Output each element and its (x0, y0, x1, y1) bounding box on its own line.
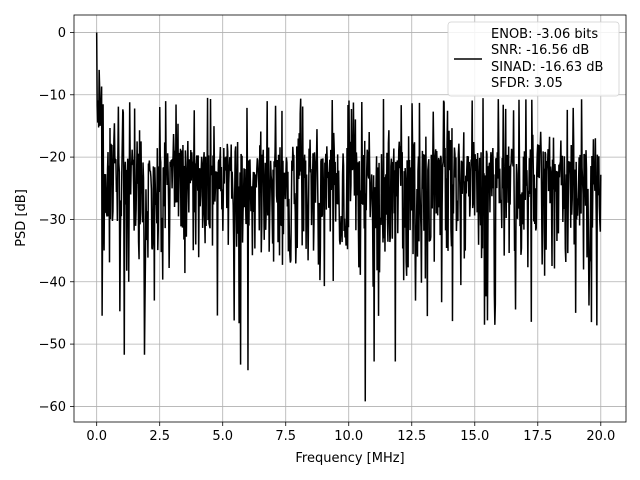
legend-line-sfdr: SFDR: 3.05 (491, 76, 563, 91)
psd-series-line (95, 32, 602, 402)
y-axis-ticks: 0 −10 −20 −30 −40 −50 −60 (39, 26, 74, 415)
y-tick-label: −40 (39, 275, 66, 290)
x-axis-label: Frequency [MHz] (295, 451, 404, 466)
y-axis-label: PSD [dB] (14, 189, 29, 247)
x-tick-label: 2.5 (149, 429, 170, 444)
y-tick-label: −10 (39, 88, 66, 103)
x-tick-label: 10.0 (334, 429, 363, 444)
x-tick-label: 12.5 (397, 429, 426, 444)
x-tick-label: 20.0 (586, 429, 615, 444)
x-tick-label: 5.0 (212, 429, 233, 444)
y-tick-label: −30 (39, 213, 66, 228)
plot-frame (73, 14, 627, 423)
legend-box (447, 21, 620, 97)
y-tick-label: −20 (39, 151, 66, 166)
x-tick-label: 17.5 (523, 429, 552, 444)
y-tick-label: 0 (58, 26, 66, 41)
x-tick-label: 7.5 (275, 429, 296, 444)
x-tick-label: 0.0 (86, 429, 107, 444)
legend: ENOB: -3.06 bits SNR: -16.56 dB SINAD: -… (447, 21, 620, 97)
y-tick-label: −50 (39, 338, 66, 353)
legend-line-snr: SNR: -16.56 dB (491, 43, 589, 58)
y-tick-label: −60 (39, 400, 66, 415)
legend-line-enob: ENOB: -3.06 bits (491, 27, 598, 42)
series-layer (95, 32, 602, 402)
x-axis-ticks: 0.0 2.5 5.0 7.5 10.0 12.5 15.0 17.5 20.0 (86, 422, 615, 444)
legend-line-sinad: SINAD: -16.63 dB (491, 60, 603, 75)
x-tick-label: 15.0 (460, 429, 489, 444)
